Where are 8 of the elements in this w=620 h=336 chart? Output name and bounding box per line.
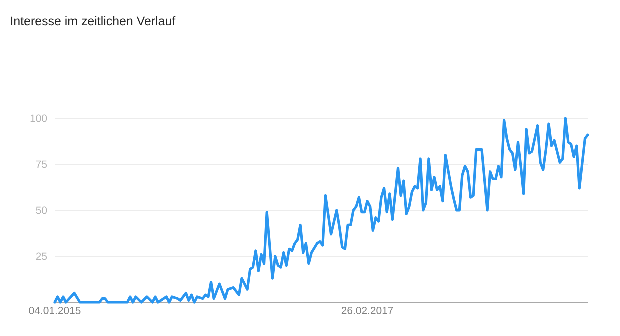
y-tick-label: 50 — [36, 206, 48, 214]
line-series — [54, 117, 590, 304]
x-tick-label: 04.01.2015 — [29, 307, 81, 314]
y-tick-label: 75 — [36, 160, 48, 168]
chart-title: Interesse im zeitlichen Verlauf — [11, 16, 176, 26]
x-tick-label: 26.02.2017 — [342, 307, 394, 314]
y-tick-label: 100 — [30, 114, 48, 122]
y-tick-label: 25 — [36, 252, 48, 260]
